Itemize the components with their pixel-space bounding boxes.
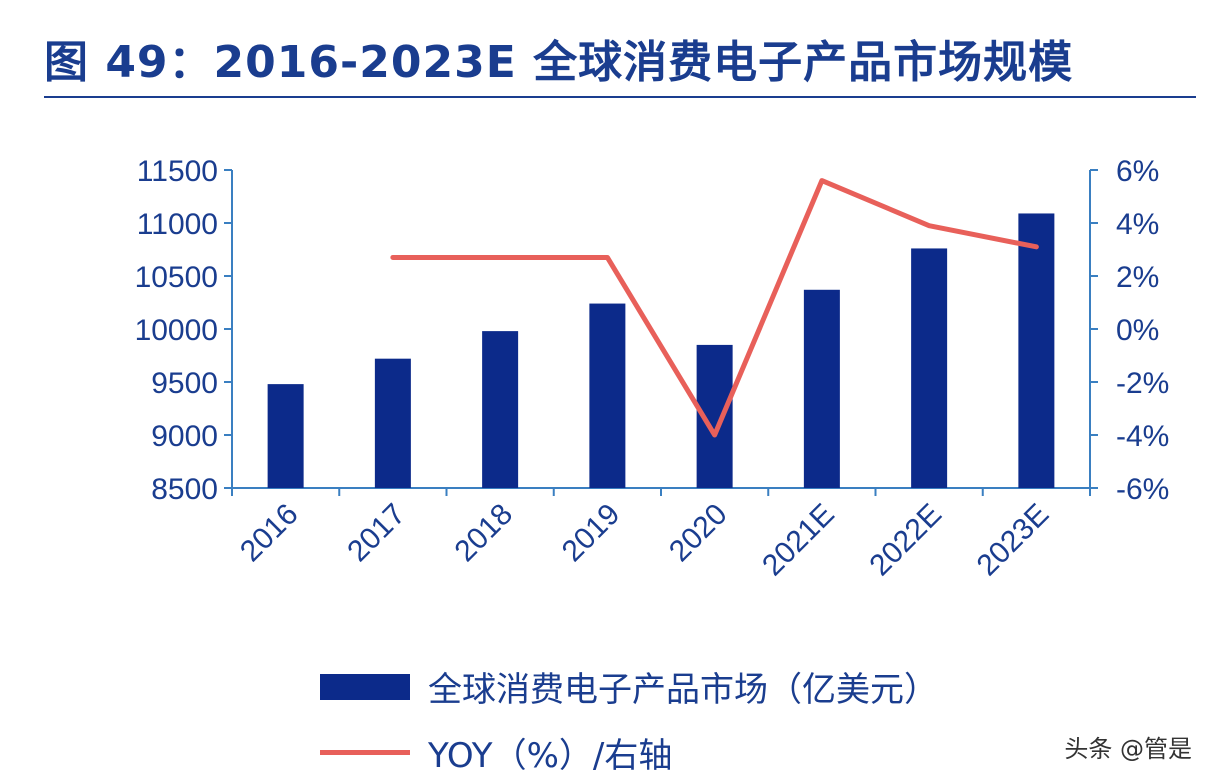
bar-2017 [374,358,411,488]
x-tick-label: 2020 [663,498,734,569]
left-tick-label: 10000 [135,314,218,347]
x-tick-label: 2017 [341,498,412,569]
legend-swatch-bar [320,673,410,700]
bar-2021E [803,289,840,488]
watermark: 头条 @管是 [1064,735,1192,763]
chart-title: 图 49：2016-2023E 全球消费电子产品市场规模 [44,37,1074,88]
left-tick-label: 11500 [137,155,218,188]
legend-swatch-line [320,750,410,755]
bar-2019 [589,303,626,488]
legend-item-line: YOY（%）/右轴 [320,728,672,777]
legend-item-bar: 全球消费电子产品市场（亿美元） [320,662,938,711]
right-tick-label: -4% [1116,420,1169,453]
left-tick-label: 9500 [151,367,218,400]
left-tick-label: 11000 [137,208,218,241]
bar-2023E [1018,213,1055,488]
x-tick-label: 2018 [449,498,520,569]
right-tick-label: 4% [1116,208,1159,241]
x-tick-label: 2022E [863,498,948,583]
bar-2022E [911,248,948,488]
right-tick-label: 2% [1116,261,1159,294]
x-tick-label: 2016 [234,498,305,569]
bar-2016 [267,384,304,488]
left-tick-label: 8500 [151,473,218,506]
left-tick-label: 10500 [135,261,218,294]
right-tick-label: 6% [1116,155,1159,188]
right-tick-label: 0% [1116,314,1159,347]
x-tick-label: 2023E [971,498,1056,583]
legend-label-line: YOY（%）/右轴 [428,736,673,776]
legend-label-bar: 全球消费电子产品市场（亿美元） [428,670,938,710]
right-tick-label: -2% [1116,367,1169,400]
left-tick-label: 9000 [151,420,218,453]
bar-2018 [482,331,519,488]
x-tick-label: 2021E [756,498,841,583]
x-tick-label: 2019 [556,498,627,569]
title-divider [44,96,1196,98]
right-tick-label: -6% [1116,473,1169,506]
